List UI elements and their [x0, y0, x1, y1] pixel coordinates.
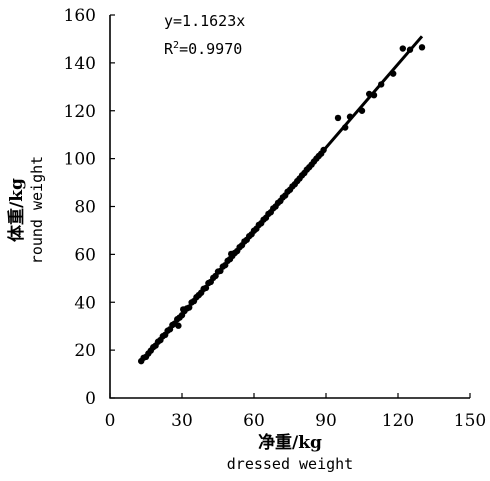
r-squared-label: R2=0.9970 — [164, 40, 242, 58]
data-point — [406, 46, 414, 53]
data-point — [346, 113, 354, 120]
y-tick-label: 20 — [74, 341, 96, 361]
r-squared-superscript: 2 — [173, 40, 179, 51]
x-tick-label: 60 — [243, 411, 265, 431]
data-point — [320, 146, 327, 154]
y-tick-label: 0 — [85, 389, 96, 409]
data-point — [334, 114, 342, 122]
y-tick-label: 140 — [64, 54, 96, 74]
y-axis-label: 体重/kg — [6, 178, 27, 242]
y-tick-label: 160 — [64, 6, 96, 26]
r-squared-value: =0.9970 — [179, 40, 242, 58]
x-axis-label-en: dressed weight — [227, 455, 353, 473]
data-point — [342, 124, 349, 131]
x-axis-label: 净重/kg — [258, 432, 322, 453]
x-tick-label: 30 — [171, 411, 193, 431]
data-point — [175, 322, 182, 329]
data-points — [138, 44, 426, 365]
data-point — [418, 44, 426, 51]
y-tick-label: 80 — [74, 198, 96, 218]
x-tick-label: 120 — [382, 411, 414, 431]
r-squared-prefix: R — [164, 40, 174, 58]
data-point — [378, 81, 385, 88]
y-axis-label-en: round weight — [28, 156, 46, 264]
y-tick-label: 100 — [64, 150, 96, 170]
data-point — [390, 70, 397, 77]
data-point — [202, 284, 210, 292]
axes — [109, 14, 471, 399]
data-point — [370, 91, 378, 99]
data-point — [399, 45, 406, 52]
x-tick-label: 150 — [454, 411, 486, 431]
data-point — [366, 90, 373, 98]
data-point — [358, 107, 366, 114]
x-tick-label: 90 — [315, 411, 337, 431]
y-tick-label: 60 — [74, 245, 96, 265]
tick-labels: 0 30 60 90 120 150 0 20 40 60 80 100 120 140 160 — [64, 6, 487, 431]
equation-label: y=1.1623x — [164, 12, 245, 30]
y-tick-label: 120 — [64, 102, 96, 122]
x-tick-label: 0 — [105, 411, 116, 431]
y-tick-label: 40 — [74, 293, 96, 313]
data-point — [186, 304, 193, 311]
